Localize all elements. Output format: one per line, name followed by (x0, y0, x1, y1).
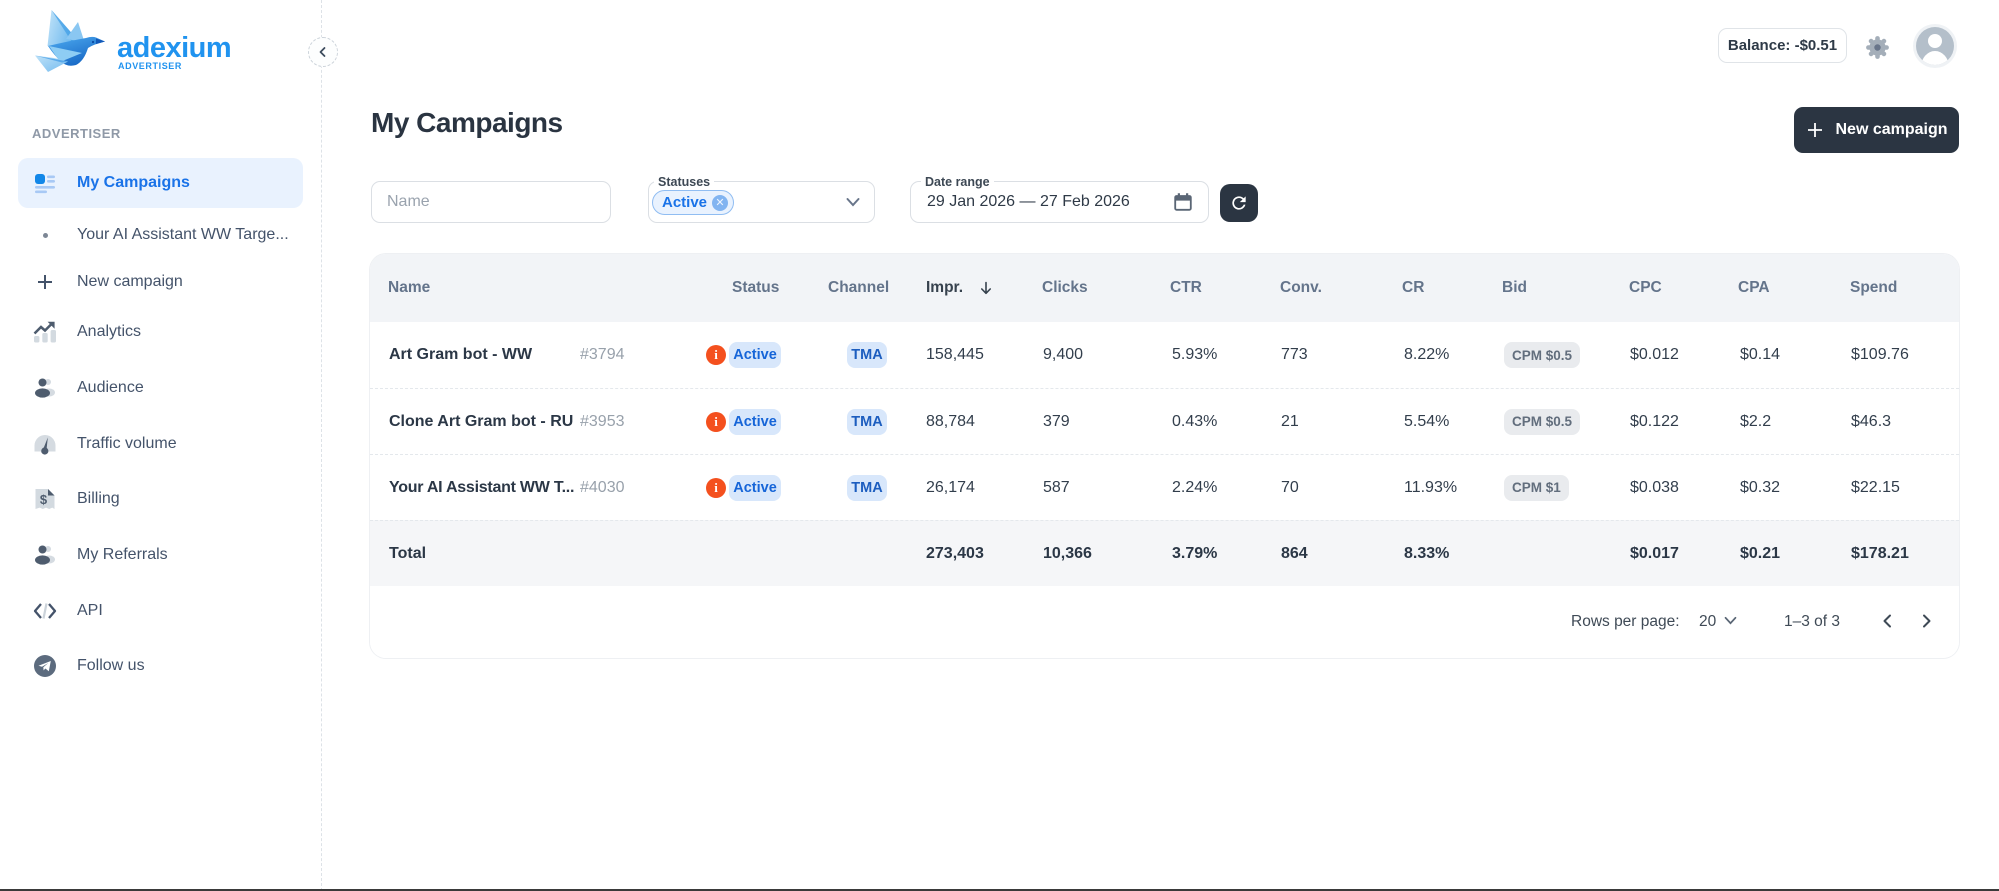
svg-text:$: $ (40, 492, 48, 507)
